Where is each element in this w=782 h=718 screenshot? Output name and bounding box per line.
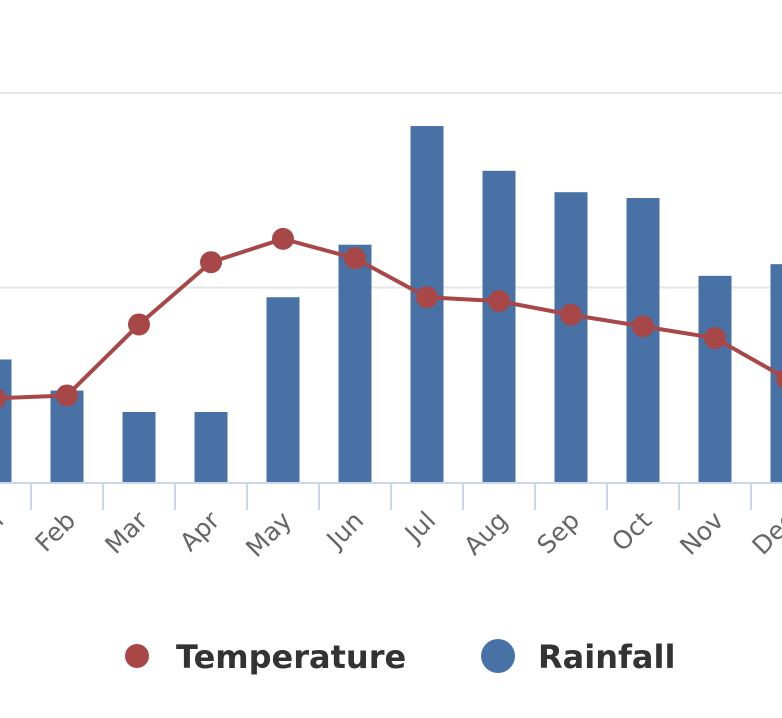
x-tick-label-jan: Jan — [0, 506, 9, 555]
legend-rainfall-marker — [481, 639, 515, 673]
x-tick-label-jun: Jun — [320, 506, 370, 556]
rainfall-bar-sep[interactable] — [554, 192, 588, 482]
x-tick-label-nov: Nov — [674, 506, 729, 561]
temperature-point-jun[interactable] — [344, 247, 366, 270]
rainfall-bar-aug[interactable] — [482, 170, 516, 483]
temperature-line — [0, 227, 782, 409]
x-tick-label-mar: Mar — [99, 505, 153, 559]
x-tick-label-may: May — [240, 506, 297, 563]
x-tick-label-sep: Sep — [531, 506, 585, 560]
x-axis: Jan Feb Mar Apr May Jun Jul Aug Sep Oct Nov Dec — [0, 482, 782, 563]
x-tick-label-feb: Feb — [29, 506, 81, 558]
x-tick-label-oct: Oct — [606, 506, 657, 557]
gridlines — [0, 92, 782, 289]
rainfall-bar-jan[interactable] — [0, 359, 12, 482]
legend-temperature-label: Temperature — [176, 638, 406, 676]
legend[interactable]: Temperature Rainfall — [125, 638, 675, 676]
legend-temperature-marker — [125, 644, 149, 668]
temperature-point-apr[interactable] — [200, 251, 222, 274]
temperature-point-dec[interactable] — [776, 368, 782, 390]
legend-rainfall-label: Rainfall — [538, 638, 675, 676]
rainfall-bar-oct[interactable] — [626, 198, 660, 482]
legend-item-rainfall[interactable]: Rainfall — [481, 638, 675, 676]
rainfall-bars — [0, 126, 782, 483]
temperature-point-sep[interactable] — [560, 303, 582, 326]
rainfall-bar-nov[interactable] — [698, 275, 732, 482]
temperature-point-nov[interactable] — [704, 327, 726, 350]
rainfall-bar-mar[interactable] — [122, 411, 156, 482]
temperature-point-jan[interactable] — [0, 387, 6, 409]
temperature-point-jul[interactable] — [416, 286, 438, 309]
x-tick-label-dec: Dec — [747, 506, 782, 561]
rainfall-bar-may[interactable] — [266, 297, 300, 482]
temperature-point-may[interactable] — [272, 227, 294, 250]
temperature-point-oct[interactable] — [632, 315, 654, 338]
x-tick-label-apr: Apr — [174, 505, 226, 557]
temperature-point-aug[interactable] — [488, 290, 510, 313]
x-tick-label-jul: Jul — [398, 506, 441, 549]
temperature-series-line — [0, 236, 782, 401]
rainfall-bar-jun[interactable] — [338, 244, 372, 482]
rainfall-bar-apr[interactable] — [194, 411, 228, 482]
temperature-point-mar[interactable] — [128, 313, 150, 336]
legend-item-temperature[interactable]: Temperature — [125, 638, 406, 676]
temperature-point-feb[interactable] — [56, 384, 78, 407]
x-tick-label-aug: Aug — [458, 506, 513, 561]
